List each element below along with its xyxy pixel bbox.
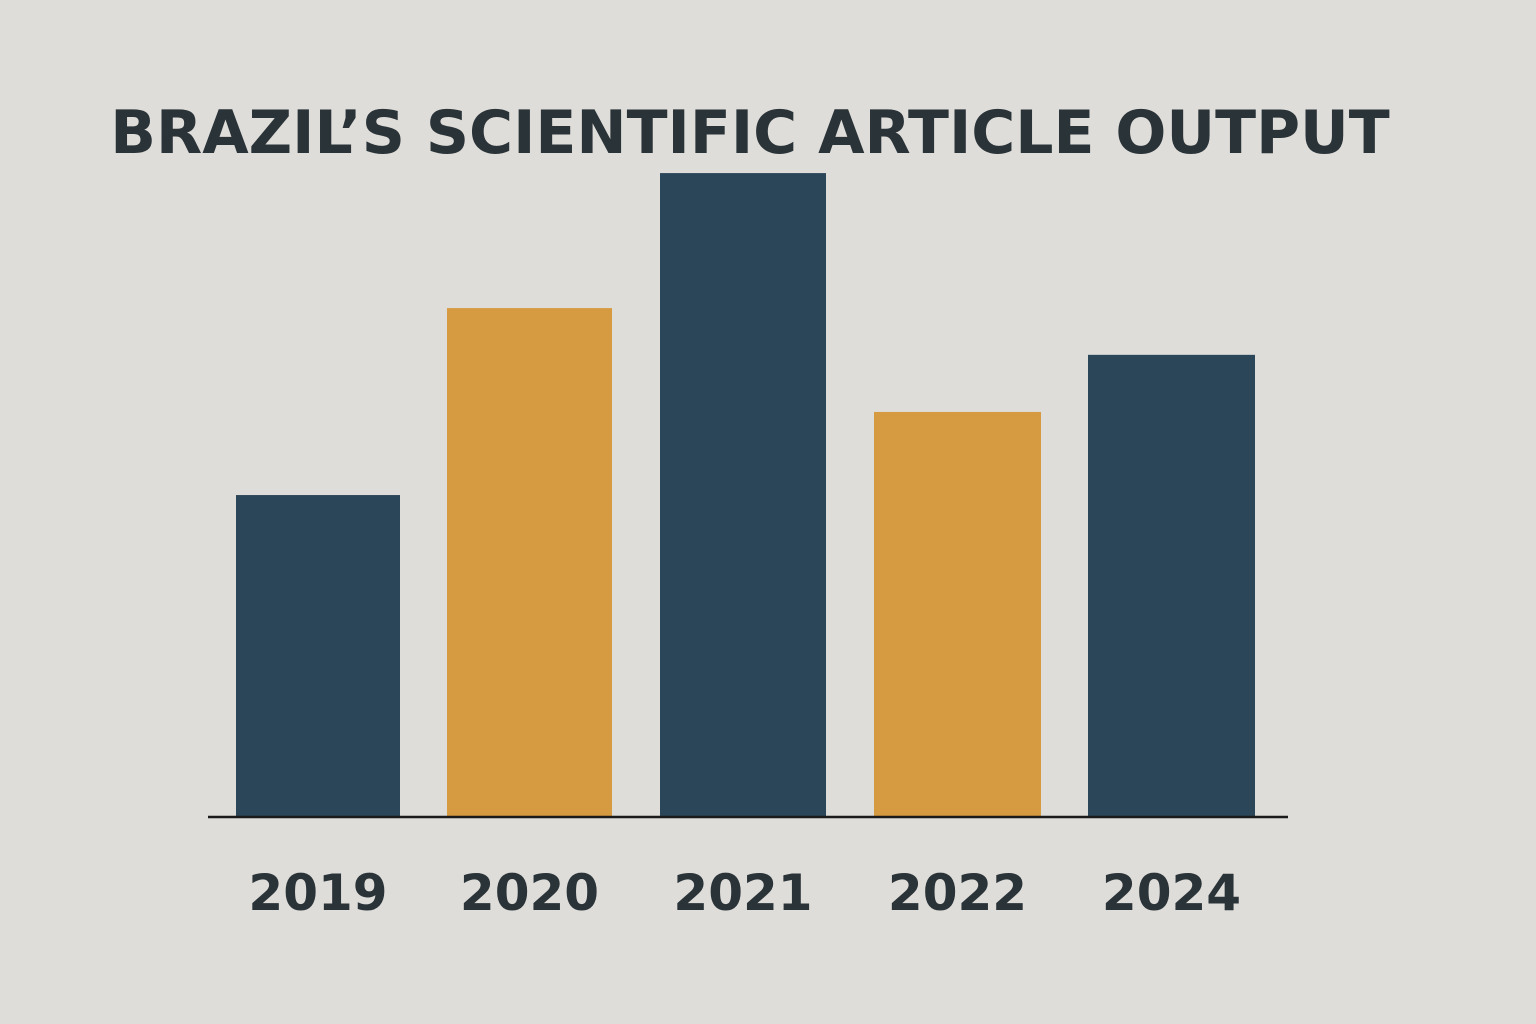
x-tick-label-2024: 2024 <box>1102 864 1241 922</box>
bars-group <box>236 173 1255 818</box>
bar-2021 <box>660 173 826 818</box>
bar-2019 <box>236 495 400 817</box>
x-tick-label-2022: 2022 <box>888 864 1027 922</box>
bar-2020 <box>447 308 612 817</box>
bar-2022 <box>874 411 1041 817</box>
bar-2024 <box>1088 354 1255 817</box>
x-tick-label-2020: 2020 <box>460 864 599 922</box>
x-tick-label-2019: 2019 <box>248 864 387 922</box>
tick-labels-group: 2019 2020 2021 2022 2024 <box>248 864 1241 922</box>
chart-title: BRAZIL’S SCIENTIFIC ARTICLE OUTPUT <box>110 98 1390 168</box>
x-tick-label-2021: 2021 <box>673 864 812 922</box>
